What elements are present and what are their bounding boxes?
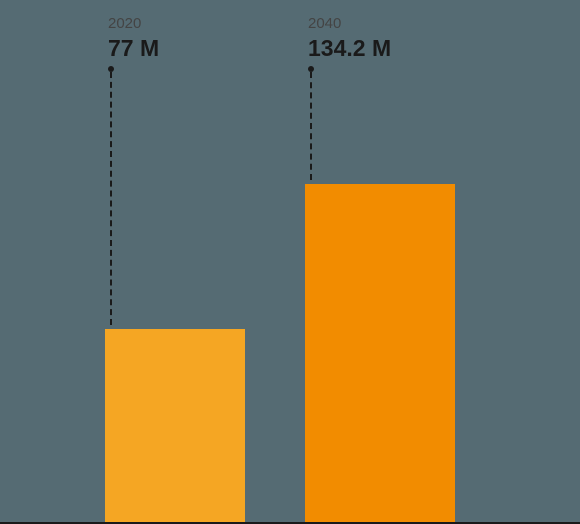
bar-value-label: 77 M: [108, 35, 159, 62]
bar-chart: 2020 77 M 2040 134.2 M: [0, 0, 580, 524]
bar-leader-line: [310, 72, 312, 180]
bar-value-label: 134.2 M: [308, 35, 391, 62]
bar-2020: [105, 329, 245, 524]
bar-2040: [305, 184, 455, 524]
bar-year-label: 2040: [308, 15, 341, 32]
bar-year-label: 2020: [108, 15, 141, 32]
bar-leader-line: [110, 72, 112, 325]
